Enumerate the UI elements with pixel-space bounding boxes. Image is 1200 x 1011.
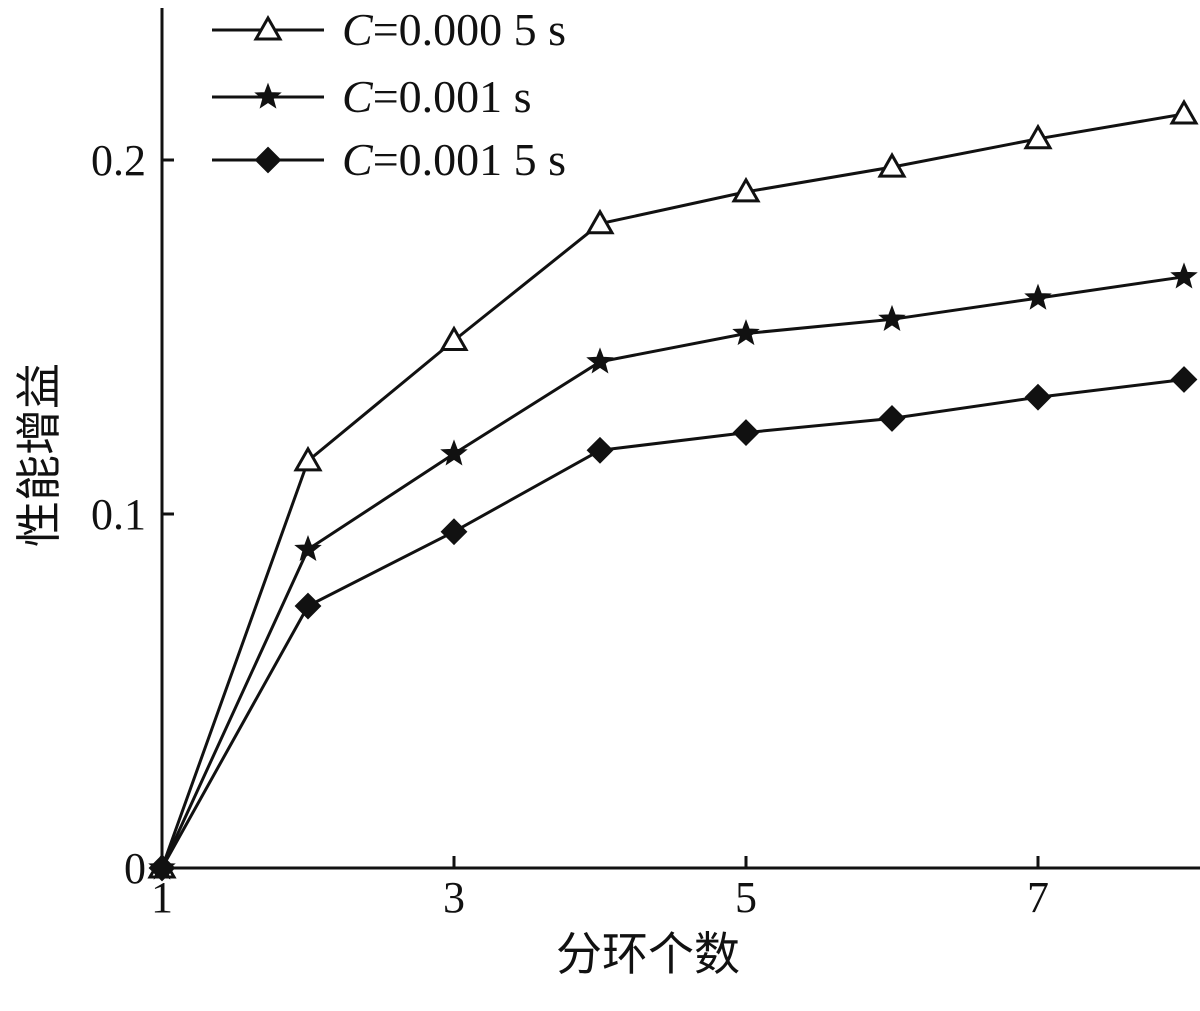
marker-triangle bbox=[1023, 123, 1053, 150]
y-axis-title: 性能增益 bbox=[12, 363, 66, 547]
marker-triangle bbox=[293, 445, 323, 472]
marker-triangle bbox=[253, 14, 283, 41]
marker-diamond bbox=[440, 518, 468, 546]
series-line bbox=[160, 112, 1185, 869]
ticks: 1 3 5 7 0 0.1 0.2 bbox=[91, 136, 1049, 922]
x-tick-label: 3 bbox=[443, 873, 465, 922]
series-line bbox=[160, 378, 1185, 869]
marker-star bbox=[732, 319, 760, 346]
marker-triangle bbox=[731, 176, 761, 203]
marker-diamond bbox=[878, 405, 906, 432]
marker-diamond bbox=[294, 592, 322, 620]
marker-star bbox=[1024, 283, 1052, 310]
marker-diamond bbox=[732, 419, 760, 446]
legend-label-variable: C bbox=[342, 71, 374, 122]
legend-label-value: =0.000 5 s bbox=[373, 4, 566, 55]
marker-star bbox=[440, 439, 468, 466]
axes bbox=[160, 8, 1200, 870]
marker-star bbox=[586, 347, 614, 374]
series-1 bbox=[147, 98, 1199, 879]
marker-diamond bbox=[586, 436, 614, 464]
marker-triangle bbox=[585, 208, 615, 235]
x-tick-label: 1 bbox=[151, 873, 173, 922]
legend-label-variable: C bbox=[342, 134, 374, 185]
legend: C=0.000 5 sC=0.001 sC=0.001 5 s bbox=[212, 4, 566, 185]
marker-star bbox=[1170, 262, 1198, 289]
marker-diamond bbox=[1170, 366, 1198, 393]
marker-triangle bbox=[439, 325, 469, 352]
x-tick-label: 7 bbox=[1027, 873, 1049, 922]
marker-diamond bbox=[1024, 383, 1052, 411]
x-tick-label: 5 bbox=[735, 873, 757, 922]
series-3 bbox=[148, 366, 1198, 882]
legend-label: C=0.001 s bbox=[342, 71, 532, 122]
y-tick-label: 0.2 bbox=[91, 136, 146, 185]
x-axis-title: 分环个数 bbox=[556, 927, 740, 981]
series-2 bbox=[148, 262, 1198, 880]
marker-star bbox=[878, 304, 906, 331]
marker-star bbox=[254, 82, 282, 109]
legend-item: C=0.000 5 s bbox=[212, 4, 566, 55]
legend-item: C=0.001 s bbox=[212, 71, 532, 122]
marker-diamond bbox=[254, 146, 282, 174]
series-line bbox=[160, 275, 1185, 869]
legend-item: C=0.001 5 s bbox=[212, 134, 566, 185]
y-tick-label: 0.1 bbox=[91, 490, 146, 539]
y-tick-label: 0 bbox=[124, 844, 146, 893]
series-group bbox=[147, 98, 1199, 882]
legend-label: C=0.001 5 s bbox=[342, 134, 566, 185]
legend-label-variable: C bbox=[342, 4, 374, 55]
marker-star bbox=[294, 534, 322, 562]
legend-label-value: =0.001 s bbox=[373, 71, 532, 122]
marker-triangle bbox=[877, 152, 907, 178]
legend-label: C=0.000 5 s bbox=[342, 4, 566, 55]
legend-label-value: =0.001 5 s bbox=[373, 134, 566, 185]
marker-triangle bbox=[1169, 98, 1199, 125]
marker-diamond bbox=[148, 854, 176, 882]
